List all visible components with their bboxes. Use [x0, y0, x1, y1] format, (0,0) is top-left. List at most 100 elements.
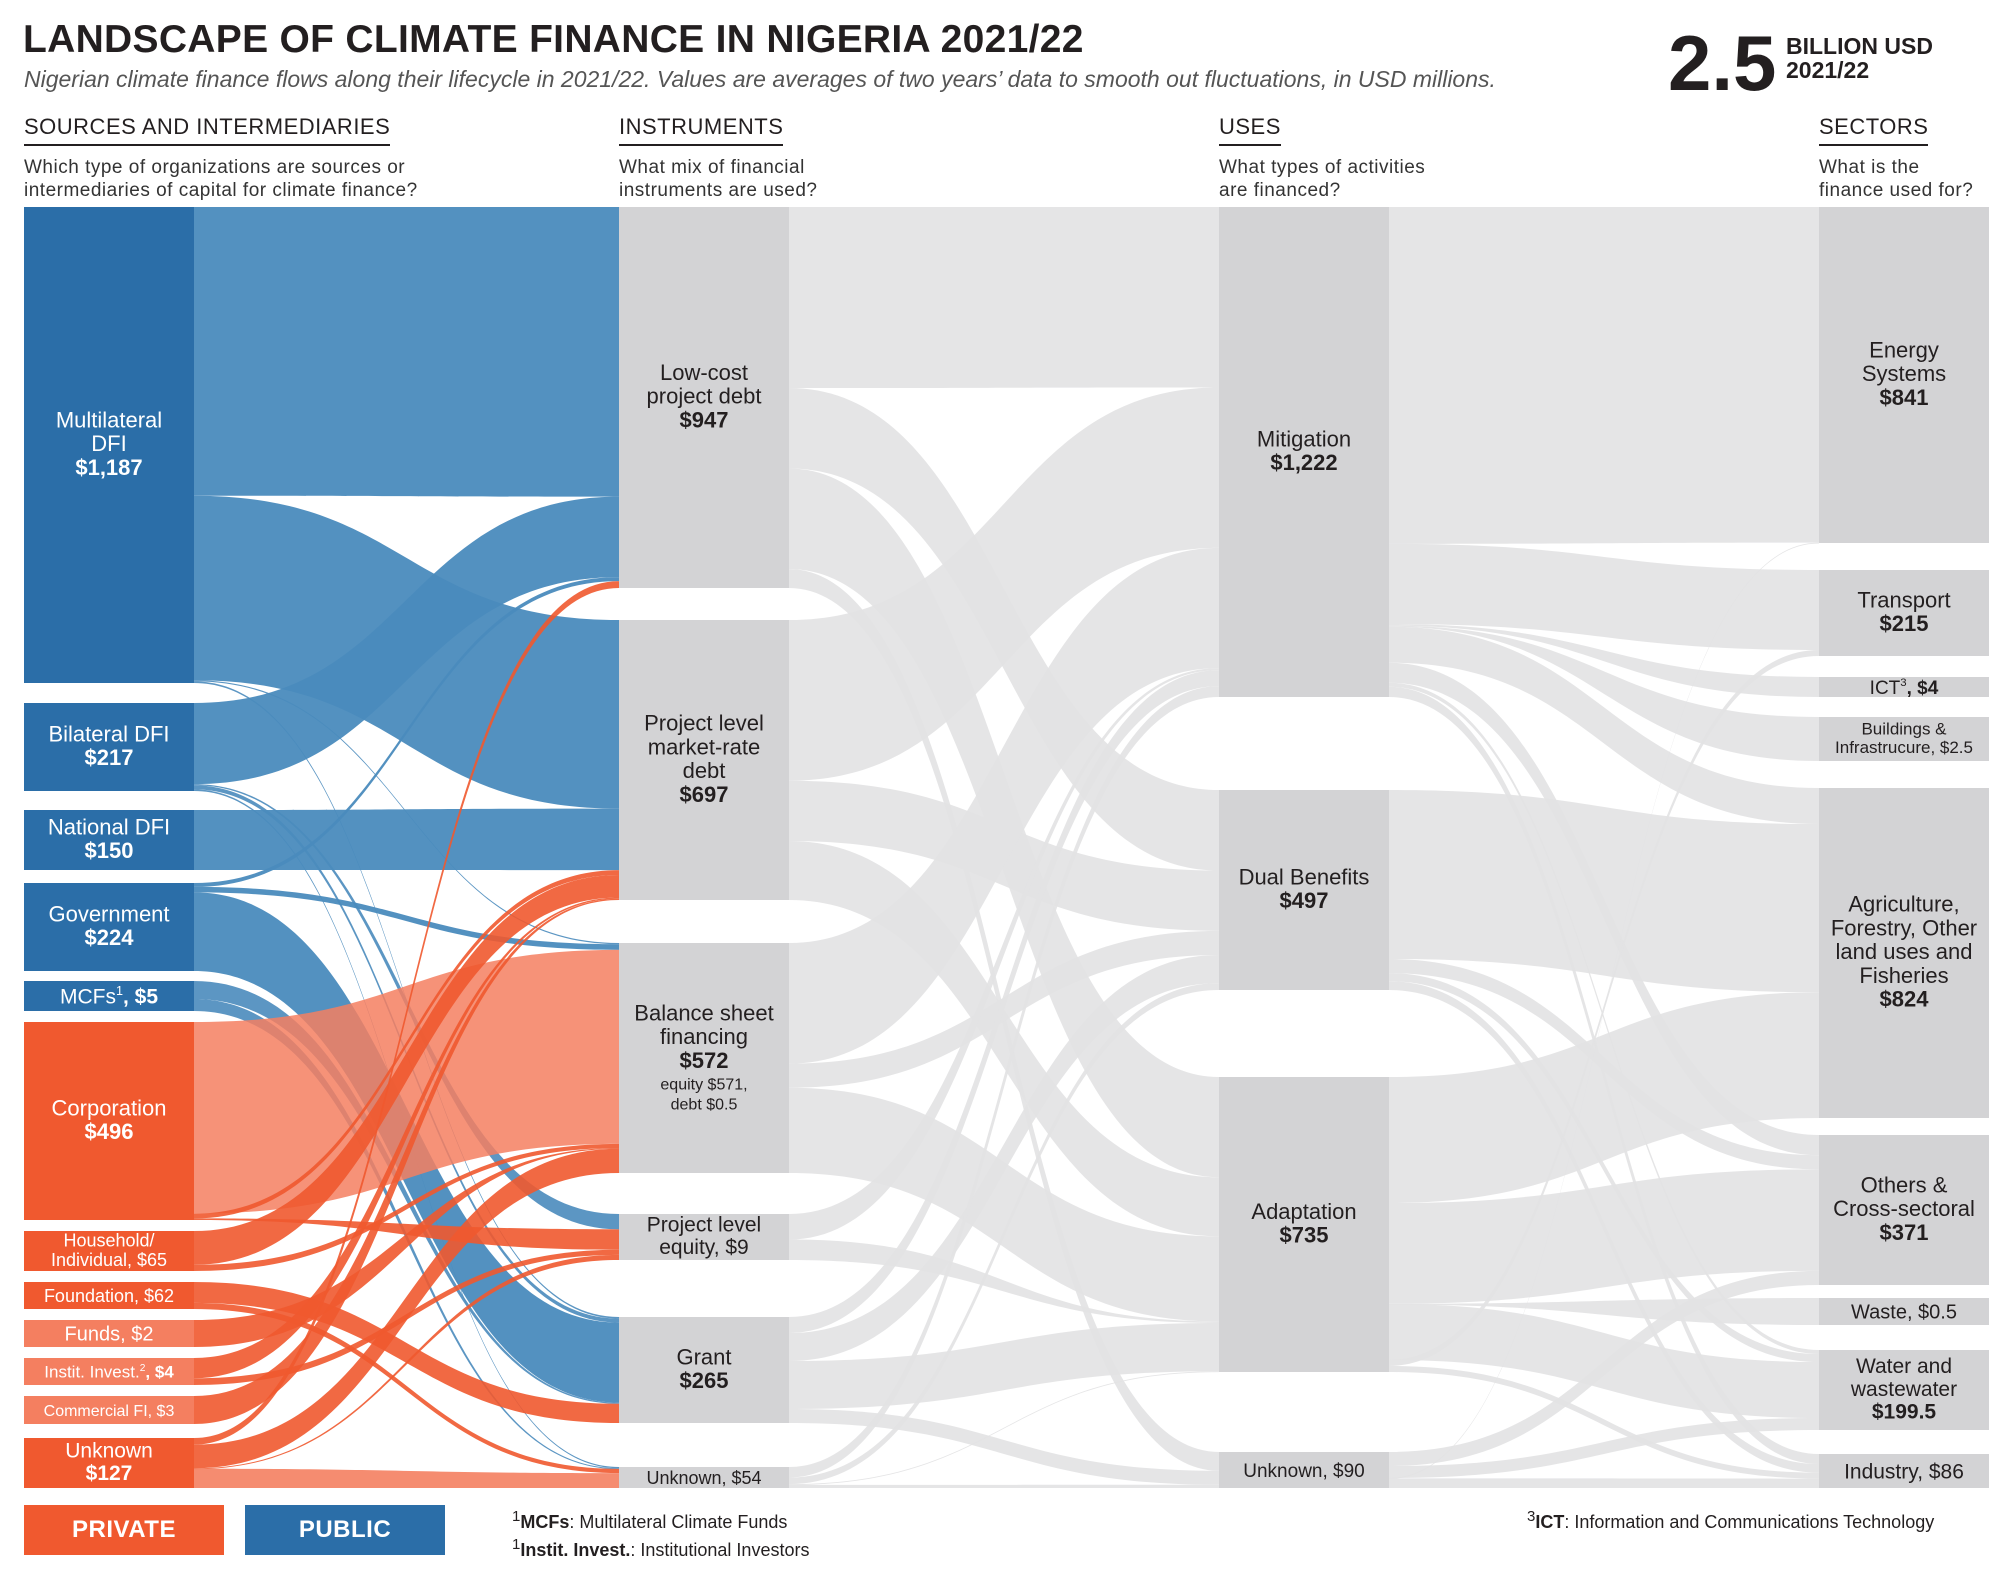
node-label-line: $496 — [85, 1119, 134, 1144]
node-label-line: Low-cost — [660, 360, 748, 385]
legend-private: PRIVATE — [24, 1505, 224, 1555]
node-label-funds: Funds, $2 — [65, 1324, 154, 1346]
node-label-line: $217 — [85, 745, 134, 770]
flow-unknown_instr-to-adaptation — [789, 1371, 1219, 1486]
node-label-line: Balance sheet — [634, 1000, 773, 1025]
node-label-low_cost_debt: Low-cost project debt $947 — [647, 360, 762, 433]
flow-corporation-to-balance_sheet — [194, 949, 619, 1214]
flow-household-to-balance_sheet — [194, 1143, 619, 1271]
column-header-sectors: SECTORS What is the finance used for? — [1819, 114, 1979, 202]
node-mitigation — [1219, 207, 1389, 697]
column-title: USES — [1219, 114, 1281, 146]
footnote-term: Instit. Invest. — [520, 1540, 631, 1560]
node-funds — [24, 1320, 194, 1347]
flow-dual_benefits-to-agriculture — [1389, 790, 1819, 993]
total-unit: BILLION USD 2021/22 — [1786, 34, 1933, 82]
flow-unknown_src-to-unknown_instr — [194, 1468, 619, 1488]
node-label-line: wastewater — [1850, 1378, 1957, 1401]
node-label-text: Foundation, $62 — [44, 1286, 174, 1306]
node-unknown_instr — [619, 1467, 789, 1488]
node-label-line: Corporation — [52, 1095, 167, 1120]
node-label-industry: Industry, $86 — [1844, 1461, 1964, 1484]
node-others — [1819, 1135, 1989, 1285]
node-label-line: market-rate — [648, 734, 760, 759]
node-label-market_rate_debt: Project level market-rate debt $697 — [644, 711, 764, 807]
column-title: SOURCES AND INTERMEDIARIES — [24, 114, 391, 146]
flow-instit_invest-to-market_rate_debt — [194, 897, 619, 1379]
footnote-term: ICT — [1535, 1512, 1565, 1532]
node-label-foundation: Foundation, $62 — [44, 1286, 174, 1306]
node-label-line: Project level — [644, 711, 764, 736]
node-label-line: $824 — [1880, 987, 1930, 1012]
node-label-line: $150 — [85, 838, 134, 863]
node-transport — [1819, 570, 1989, 656]
node-label-line: $947 — [680, 407, 729, 432]
node-label-unknown_src: Unknown $127 — [65, 1440, 153, 1486]
page-subtitle: Nigerian climate finance flows along the… — [24, 66, 1496, 92]
node-label-line: Infrastrucure, $2.5 — [1835, 738, 1973, 757]
node-dual_benefits — [1219, 790, 1389, 990]
node-unknown_src — [24, 1438, 194, 1488]
node-water — [1819, 1350, 1989, 1430]
node-project_equity — [619, 1214, 789, 1260]
flow-unknown_instr-to-unknown_use — [789, 1484, 1219, 1488]
node-government — [24, 883, 194, 971]
flow-unknown_use-to-energy — [1389, 542, 1819, 1479]
node-label-line: $199.5 — [1872, 1401, 1937, 1424]
node-label-value: , $4 — [145, 1363, 174, 1382]
footnote-sup: 1 — [512, 1508, 521, 1525]
flow-grant-to-dual_benefits — [789, 954, 1219, 1361]
node-label-text: MCFs — [60, 986, 116, 1009]
footnote-instit-invest: 1Instit. Invest.: Institutional Investor… — [512, 1536, 809, 1561]
footnote-def: : Institutional Investors — [630, 1540, 810, 1560]
node-bilateral_dfi — [24, 703, 194, 791]
node-corporation — [24, 1022, 194, 1220]
flow-mitigation-to-transport — [1389, 543, 1819, 650]
node-label-line: Grant — [676, 1344, 731, 1369]
node-label-line: Dual Benefits — [1239, 864, 1370, 889]
node-label-line: $735 — [1280, 1223, 1329, 1248]
node-label-line: DFI — [91, 431, 126, 456]
node-grant — [619, 1317, 789, 1423]
node-ict — [1819, 677, 1989, 697]
flow-foundation-to-unknown_instr — [194, 1302, 619, 1474]
node-label-commercial_fi: Commercial FI, $3 — [44, 1403, 175, 1420]
node-mcfs — [24, 981, 194, 1011]
footnote-term: MCFs — [520, 1512, 570, 1532]
node-agriculture — [1819, 788, 1989, 1118]
flow-unknown_src-to-balance_sheet — [194, 1148, 619, 1469]
node-industry — [1819, 1454, 1989, 1488]
node-label-sup: 3 — [1900, 677, 1906, 689]
flow-market_rate_debt-to-adaptation — [789, 840, 1219, 1237]
node-label-line: Government — [48, 901, 169, 926]
node-label-line: Agriculture, — [1848, 892, 1959, 917]
node-label-line: Fisheries — [1859, 963, 1948, 988]
node-commercial_fi — [24, 1396, 194, 1424]
node-label-line: financing — [660, 1024, 748, 1049]
flow-government-to-low_cost_debt — [194, 577, 619, 887]
node-label-grant: Grant $265 — [676, 1344, 731, 1393]
node-label-sup: 2 — [140, 1363, 146, 1374]
flow-household-to-market_rate_debt — [194, 874, 619, 1265]
node-label-text: Unknown, $54 — [646, 1468, 761, 1488]
column-header-instruments: INSTRUMENTS What mix of financial instru… — [619, 114, 834, 202]
footnote-mcfs: 1MCFs: Multilateral Climate Funds — [512, 1508, 787, 1533]
flow-adaptation-to-industry — [1389, 1365, 1819, 1479]
node-label-transport: Transport $215 — [1857, 587, 1950, 636]
flow-mitigation-to-water — [1389, 682, 1819, 1355]
node-label-water: Water and wastewater $199.5 — [1850, 1355, 1957, 1423]
node-label-line: Cross-sectoral — [1833, 1196, 1975, 1221]
flow-dual_benefits-to-water — [1389, 973, 1819, 1363]
node-label-line: $841 — [1880, 385, 1929, 410]
node-label-text: Unknown, $90 — [1243, 1461, 1364, 1482]
flow-unknown_instr-to-mitigation — [789, 686, 1219, 1478]
flow-adaptation-to-waste — [1389, 1298, 1819, 1325]
flow-balance_sheet-to-mitigation — [789, 547, 1219, 1064]
node-adaptation — [1219, 1077, 1389, 1372]
node-label-bilateral_dfi: Bilateral DFI $217 — [48, 721, 169, 770]
column-question: What types of activities are financed? — [1219, 157, 1426, 201]
node-label-text: Commercial FI, $3 — [44, 1403, 175, 1420]
node-label-line: Adaptation — [1251, 1199, 1356, 1224]
node-label-line: $697 — [680, 782, 729, 807]
